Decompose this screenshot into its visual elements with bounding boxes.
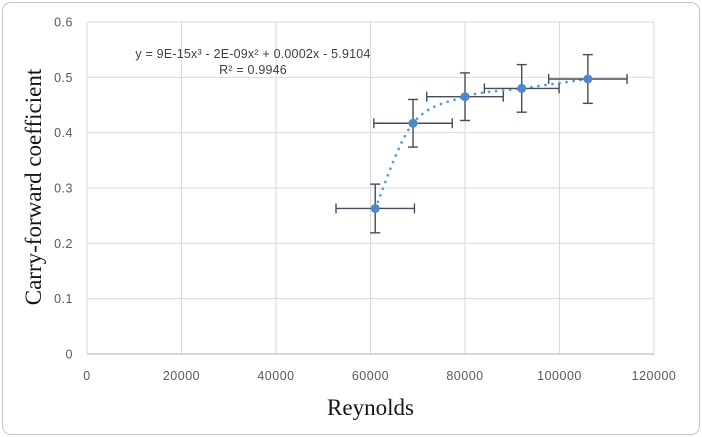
x-axis-title: Reynolds [327,395,414,420]
x-tick-label: 120000 [632,369,677,383]
r-squared-label: R² = 0.9946 [219,63,287,77]
data-point [517,83,527,93]
y-tick-label: 0.3 [54,182,73,196]
data-point [583,74,593,84]
x-tick-label: 80000 [446,369,483,383]
y-tick-label: 0.4 [54,126,73,140]
y-axis-title: Carry-forward coefficient [21,68,46,306]
trendline-equation: y = 9E-15x³ - 2E-09x² + 0.0002x - 5.9104 [135,47,371,61]
data-point [460,92,470,102]
y-tick-label: 0.6 [54,16,73,30]
data-point [408,118,418,128]
y-tick-label: 0 [66,348,73,362]
y-tick-label: 0.2 [54,237,73,251]
trendline-label: y = 9E-15x³ - 2E-09x² + 0.0002x - 5.9104… [103,46,403,78]
x-tick-label: 40000 [257,369,294,383]
data-point [370,203,380,213]
x-tick-label: 0 [83,369,90,383]
y-tick-label: 0.1 [54,292,73,306]
y-tick-label: 0.5 [54,71,73,85]
trendline [373,77,590,210]
x-tick-label: 100000 [537,369,582,383]
x-tick-label: 20000 [163,369,200,383]
x-tick-label: 60000 [352,369,389,383]
